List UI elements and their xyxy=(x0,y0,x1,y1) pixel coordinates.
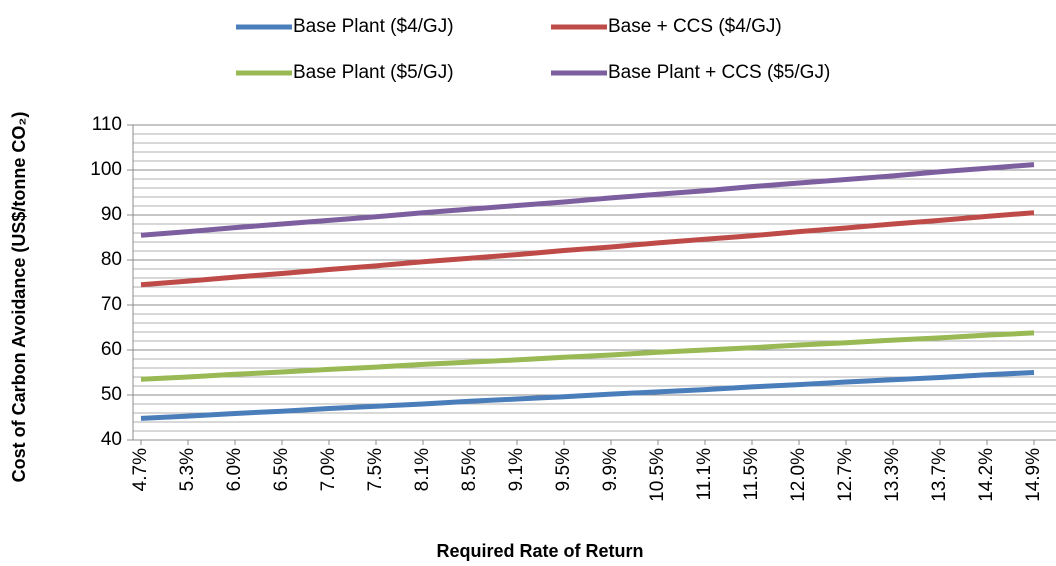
x-tick-label: 6.0% xyxy=(224,448,245,491)
legend-label: Base + CCS ($4/GJ) xyxy=(608,16,782,37)
y-tick-label: 60 xyxy=(101,339,122,360)
y-tick-label: 50 xyxy=(101,384,122,405)
x-axis-title: Required Rate of Return xyxy=(436,541,643,561)
x-tick-label: 7.5% xyxy=(365,448,386,491)
x-tick-label: 14.2% xyxy=(976,448,997,502)
y-tick-label: 80 xyxy=(101,249,122,270)
x-tick-label: 7.0% xyxy=(318,448,339,491)
x-tick-label: 12.7% xyxy=(835,448,856,502)
x-tick-label: 4.7% xyxy=(130,448,151,491)
y-tick-label: 110 xyxy=(92,114,122,135)
series-line xyxy=(140,330,1035,382)
x-tick-label: 6.5% xyxy=(271,448,292,491)
x-tick-label: 10.5% xyxy=(647,448,668,502)
x-tick-label: 11.5% xyxy=(741,448,762,501)
x-tick-label: 9.1% xyxy=(506,448,527,491)
x-tick-label: 9.5% xyxy=(553,448,574,491)
y-tick-label: 90 xyxy=(101,204,122,225)
y-tick-label: 70 xyxy=(101,294,122,315)
legend-label: Base Plant ($5/GJ) xyxy=(293,62,454,83)
legend-label: Base Plant ($4/GJ) xyxy=(293,16,454,37)
x-tick-label: 8.1% xyxy=(412,448,433,491)
legend-label: Base Plant + CCS ($5/GJ) xyxy=(608,62,830,83)
series-line xyxy=(140,370,1035,421)
y-axis-title: Cost of Carbon Avoidance (US$/tonne CO₂) xyxy=(9,112,29,483)
x-tick-label: 13.3% xyxy=(882,448,903,502)
y-tick-label: 100 xyxy=(90,159,122,180)
x-tick-label: 13.7% xyxy=(929,448,950,502)
x-tick-label: 14.9% xyxy=(1023,448,1044,502)
x-tick-label: 12.0% xyxy=(788,448,809,502)
x-tick-label: 9.9% xyxy=(600,448,621,491)
x-tick-label: 11.1% xyxy=(694,448,715,501)
x-tick-label: 5.3% xyxy=(177,448,198,491)
y-tick-label: 40 xyxy=(101,429,122,450)
series-line xyxy=(140,162,1035,238)
series-line xyxy=(140,210,1035,288)
x-tick-label: 8.5% xyxy=(459,448,480,491)
